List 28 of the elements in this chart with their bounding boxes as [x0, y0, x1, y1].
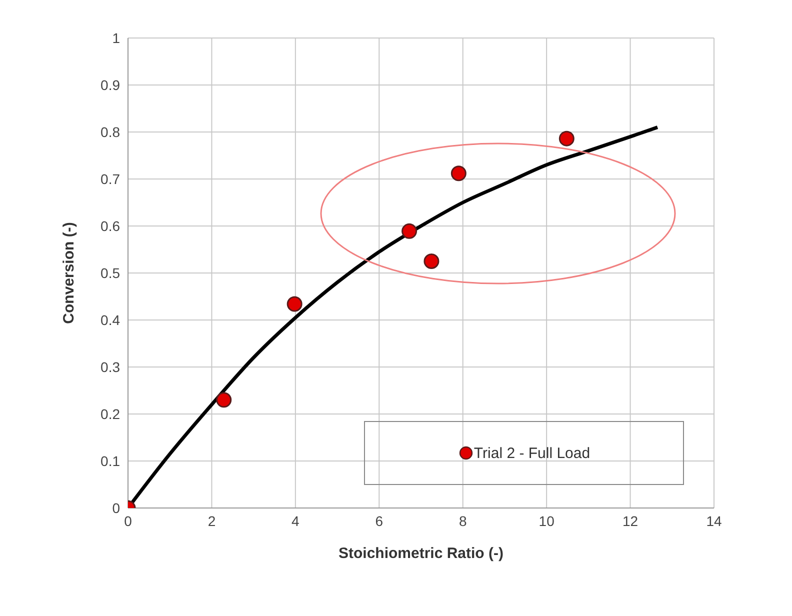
- point: [450, 166, 466, 182]
- y-tick-label: 0.8: [100, 124, 120, 140]
- y-tick-label: 0.1: [100, 452, 120, 469]
- y-tick-label: 1: [112, 30, 120, 46]
- y-tick-label: 0.3: [100, 358, 120, 375]
- y-tick-label: 0.2: [100, 406, 120, 422]
- x-tick-label: 0: [124, 512, 132, 529]
- y-tick-label: 0.5: [100, 264, 120, 281]
- y-tick-label: 0: [112, 500, 120, 516]
- x-axis-title: Stoichiometric Ratio (-): [338, 545, 504, 562]
- x-tick-label: 14: [706, 512, 722, 529]
- x-tick-label: 2: [208, 512, 216, 529]
- x-tick-label: 4: [292, 512, 300, 529]
- x-tick-label: 6: [375, 512, 384, 529]
- y-axis-title: Conversion (-): [60, 222, 78, 324]
- point: [558, 130, 574, 146]
- point: [402, 223, 418, 239]
- legend-label: Trial 2 - Full Load: [474, 444, 590, 462]
- point: [216, 392, 232, 408]
- y-tick-label: 0.7: [100, 170, 120, 187]
- y-tick-label: 0.9: [100, 76, 120, 93]
- x-tick-label: 8: [458, 512, 467, 529]
- x-tick-label: 10: [538, 512, 555, 529]
- y-tick-label: 0.6: [100, 218, 120, 234]
- y-tick-label: 0.4: [100, 312, 120, 328]
- point: [424, 254, 440, 269]
- point: [286, 296, 302, 312]
- x-tick-label: 12: [622, 512, 638, 529]
